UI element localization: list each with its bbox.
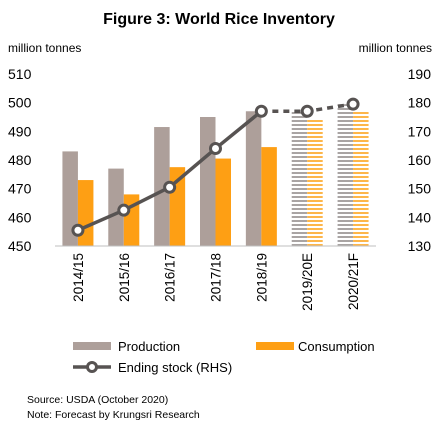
bar-production-2014/15 (62, 151, 78, 246)
bar-production-2015/16 (108, 168, 124, 246)
category-label-2: 2016/17 (163, 253, 178, 302)
bar-production-2019/20E (291, 111, 308, 247)
category-label-6: 2020/21F (346, 253, 361, 310)
left-tick-label-6: 510 (8, 66, 32, 82)
left-tick-label-0: 450 (8, 238, 32, 254)
ending-stock-line-group (71, 97, 360, 237)
bar-production-2018/19 (245, 111, 262, 247)
bar-production-2016/17 (154, 127, 170, 246)
left-axis-unit: million tonnes (8, 41, 81, 55)
ending-stock-marker-2018/19 (254, 104, 268, 118)
left-tick-label-4: 490 (8, 123, 32, 139)
bar-consumption-2017/18 (215, 158, 231, 246)
legend-label-production: Production (118, 339, 180, 354)
bar-consumption-2018/19 (261, 147, 277, 246)
category-label-0: 2014/15 (71, 253, 86, 302)
left-tick-label-1: 460 (8, 209, 32, 225)
bar-consumption-2020/21F (353, 111, 369, 247)
ending-stock-marker-2016/17 (163, 180, 177, 194)
legend-label-ending-stock: Ending stock (RHS) (118, 360, 232, 375)
right-tick-label-0: 130 (408, 238, 432, 254)
right-axis-unit: million tonnes (359, 41, 432, 55)
right-tick-label-5: 180 (408, 95, 432, 111)
ending-stock-marker-2015/16 (117, 203, 131, 217)
legend-swatch-ending-stock-marker (86, 361, 98, 373)
category-label-3: 2017/18 (209, 253, 224, 302)
ending-stock-marker-2019/20E (300, 104, 314, 118)
legend-swatch-production (73, 342, 111, 350)
category-label-5: 2019/20E (300, 253, 315, 311)
ending-stock-marker-2014/15 (71, 223, 85, 237)
bar-production-2020/21F (337, 104, 354, 246)
category-label-1: 2015/16 (117, 253, 132, 302)
right-tick-label-1: 140 (408, 209, 432, 225)
left-tick-label-3: 480 (8, 152, 32, 168)
forecast-note: Note: Forecast by Krungsri Research (27, 409, 200, 421)
left-tick-label-2: 470 (8, 181, 32, 197)
right-tick-label-6: 190 (408, 66, 432, 82)
left-tick-label-5: 500 (8, 95, 32, 111)
legend: Production Consumption Ending stock (RHS… (73, 339, 375, 375)
bar-consumption-2019/20E (307, 118, 323, 246)
bar-production-2017/18 (200, 117, 216, 246)
left-axis-ticks: 450 460 470 480 490 500 510 (8, 66, 32, 254)
right-tick-label-3: 160 (408, 152, 432, 168)
ending-stock-marker-2020/21F (346, 97, 360, 111)
ending-stock-marker-2017/18 (209, 142, 222, 156)
right-axis-ticks: 130 140 150 160 170 180 190 (408, 66, 432, 254)
category-label-4: 2018/19 (254, 253, 269, 302)
right-tick-label-4: 170 (408, 123, 432, 139)
legend-label-consumption: Consumption (298, 339, 375, 354)
right-tick-label-2: 150 (408, 181, 432, 197)
chart-title: Figure 3: World Rice Inventory (103, 11, 335, 28)
category-labels: 2014/15 2015/16 2016/17 2017/18 2018/19 2019/… (71, 253, 361, 311)
legend-swatch-consumption (256, 342, 294, 350)
bars (62, 104, 369, 247)
source-note: Source: USDA (October 2020) (27, 394, 168, 406)
